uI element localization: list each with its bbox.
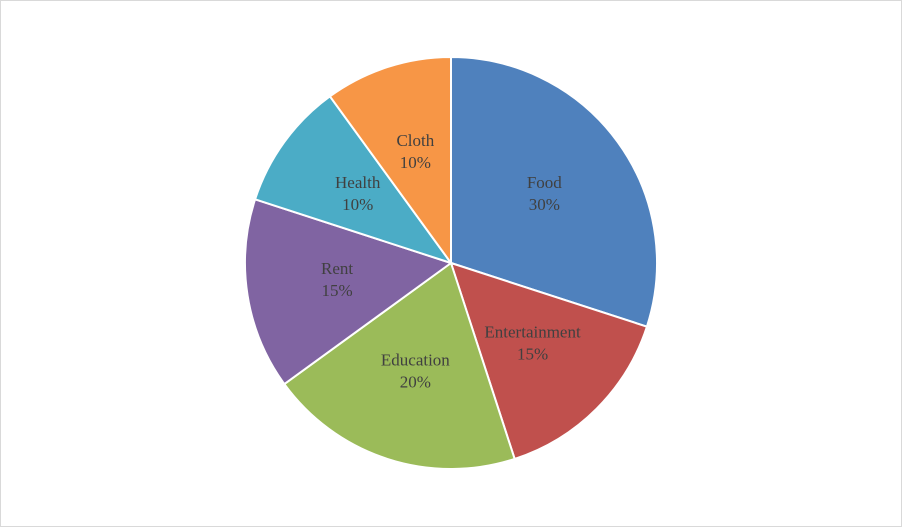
slice-value-label: 10% xyxy=(342,195,373,214)
slice-label: Rent xyxy=(321,259,353,278)
slice-value-label: 10% xyxy=(400,153,431,172)
slice-label: Education xyxy=(381,351,450,370)
pie-slice xyxy=(450,55,658,328)
slice-value-label: 30% xyxy=(529,195,560,214)
pie-slice xyxy=(449,261,649,461)
slice-value-label: 15% xyxy=(517,344,548,363)
slice-label: Food xyxy=(527,173,562,192)
pie-slice xyxy=(244,198,454,386)
pie-slice xyxy=(282,261,516,470)
pie-slice xyxy=(328,55,452,267)
slice-label: Health xyxy=(335,173,381,192)
pie-slice xyxy=(253,94,454,265)
slice-label: Cloth xyxy=(396,131,434,150)
slice-label: Entertainment xyxy=(484,322,581,341)
slice-value-label: 20% xyxy=(400,373,431,392)
slice-value-label: 15% xyxy=(321,281,352,300)
